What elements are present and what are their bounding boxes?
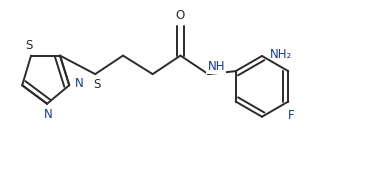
Text: O: O bbox=[176, 9, 185, 22]
Text: NH₂: NH₂ bbox=[270, 48, 292, 61]
Text: S: S bbox=[26, 39, 33, 52]
Text: S: S bbox=[93, 78, 101, 91]
Text: N: N bbox=[75, 77, 84, 90]
Text: F: F bbox=[288, 109, 295, 122]
Text: N: N bbox=[44, 108, 52, 121]
Text: NH: NH bbox=[208, 60, 225, 73]
